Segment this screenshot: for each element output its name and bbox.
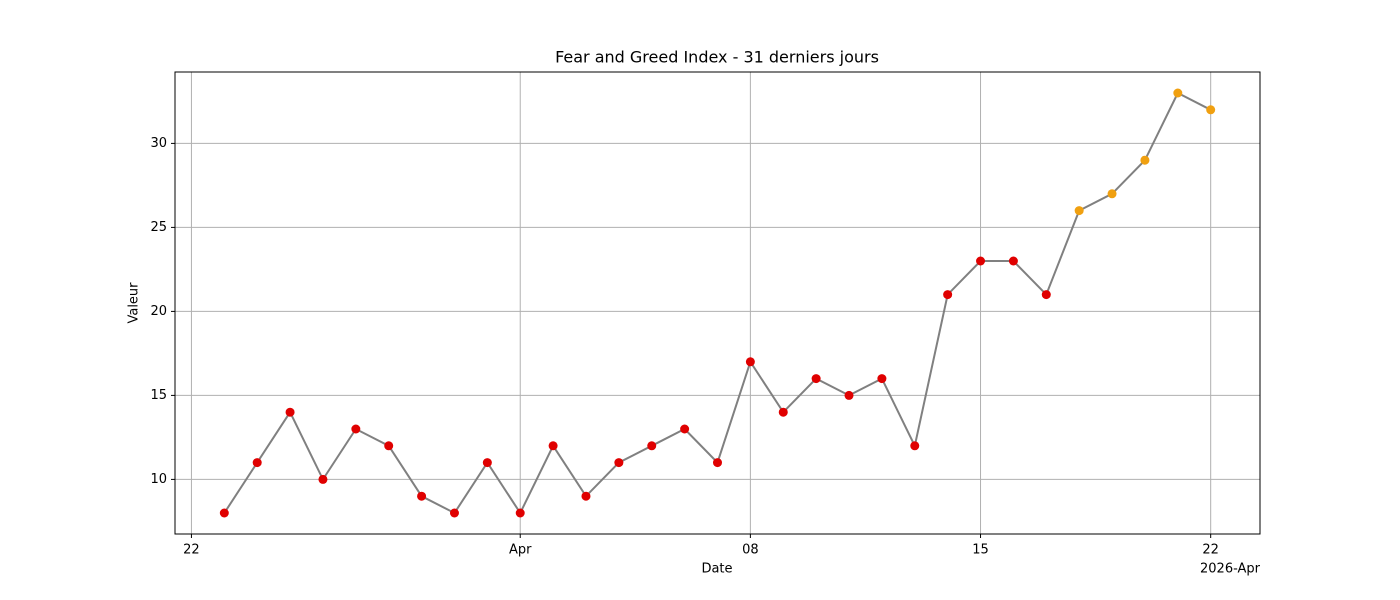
data-point xyxy=(219,508,229,518)
data-point xyxy=(351,424,361,434)
data-point xyxy=(318,474,328,484)
x-tick-label: 08 xyxy=(742,543,759,558)
data-point xyxy=(647,441,657,451)
y-tick-label: 15 xyxy=(150,388,167,403)
data-line xyxy=(223,91,1212,516)
data-point xyxy=(1206,105,1216,115)
data-point xyxy=(943,290,953,300)
data-point xyxy=(1173,88,1183,98)
x-offset-label: 2026-Apr xyxy=(1200,562,1261,577)
data-point xyxy=(482,458,492,468)
data-point xyxy=(680,424,690,434)
data-point xyxy=(1140,155,1150,165)
data-point xyxy=(1008,256,1018,266)
data-point xyxy=(745,357,755,367)
x-axis-label: Date xyxy=(701,562,732,577)
data-point xyxy=(548,441,558,451)
data-point xyxy=(1041,290,1051,300)
data-point xyxy=(614,458,624,468)
plot-frame xyxy=(174,71,1261,535)
data-point xyxy=(1074,206,1084,216)
data-point xyxy=(1107,189,1117,199)
data-point xyxy=(976,256,986,266)
y-tick-label: 10 xyxy=(150,472,167,487)
data-point xyxy=(877,374,887,384)
x-tick-label: 22 xyxy=(183,543,200,558)
data-point xyxy=(285,407,295,417)
data-point xyxy=(713,458,722,468)
y-tick-label: 20 xyxy=(150,304,167,319)
data-point xyxy=(384,441,394,451)
chart-title: Fear and Greed Index - 31 derniers jours xyxy=(555,48,879,67)
data-point xyxy=(581,491,591,501)
y-tick-label: 30 xyxy=(150,136,167,151)
x-tick-label: Apr xyxy=(509,543,532,558)
y-axis-label: Valeur xyxy=(127,282,142,324)
data-point xyxy=(811,374,821,384)
x-tick-label: 22 xyxy=(1202,543,1219,558)
data-point xyxy=(778,407,788,417)
x-tick-label: 15 xyxy=(972,543,989,558)
data-point xyxy=(910,441,920,451)
data-point xyxy=(252,458,262,468)
data-point xyxy=(844,390,854,400)
data-point xyxy=(417,491,427,501)
y-tick-label: 25 xyxy=(150,220,167,235)
data-point xyxy=(449,508,459,518)
data-point xyxy=(515,508,525,518)
